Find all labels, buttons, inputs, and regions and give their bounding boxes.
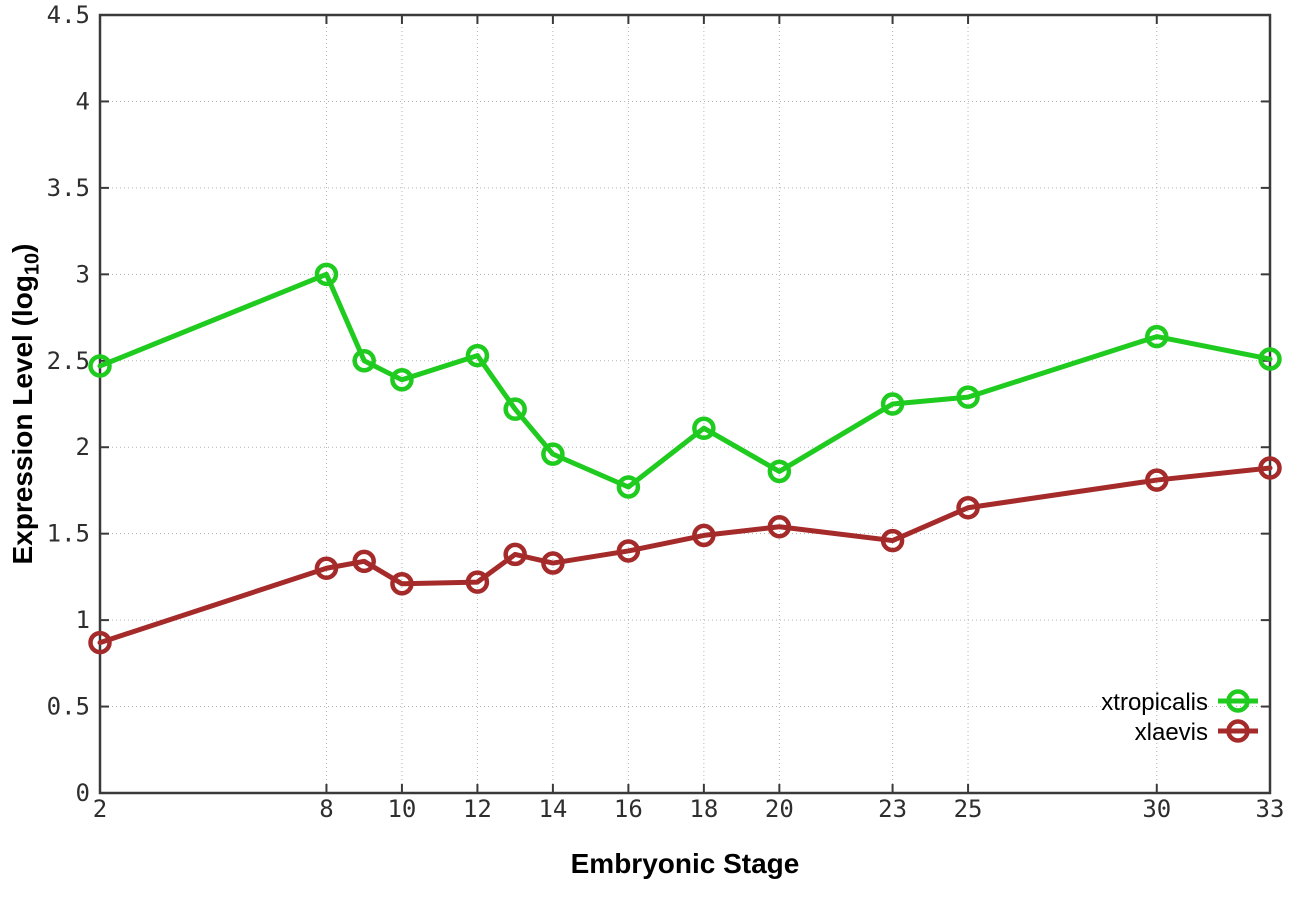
x-tick-label: 20: [765, 795, 794, 823]
y-axis-title-suffix: ): [7, 243, 38, 253]
tick-marks: [99, 14, 1271, 794]
grid: [100, 15, 1270, 793]
y-tick-label: 3: [76, 260, 90, 288]
x-tick-label: 25: [954, 795, 983, 823]
x-tick-label: 2: [93, 795, 107, 823]
data-point-marker: [352, 549, 376, 574]
x-tick-label: 18: [689, 795, 718, 823]
x-tick-label: 16: [614, 795, 643, 823]
data-point-marker: [541, 442, 565, 466]
y-tick-label: 1.5: [47, 520, 90, 548]
data-point-marker: [390, 572, 414, 596]
y-tick-label: 1: [76, 606, 90, 634]
tick-labels: 2 8 10 12 14 16 18 20 23 25 30 33 0 0.5 1 1.5 2 2.5 3 3.5 4 4…: [47, 1, 1285, 823]
y-tick-label: 4: [76, 87, 90, 115]
y-tick-label: 2.5: [47, 347, 90, 375]
data-point-marker: [352, 349, 376, 373]
y-tick-label: 2: [76, 433, 90, 461]
data-point-marker: [616, 475, 641, 499]
data-point-marker: [390, 368, 414, 392]
data-point-marker: [956, 385, 980, 409]
y-tick-label: 4.5: [47, 1, 90, 29]
data-point-marker: [503, 542, 527, 567]
legend-marker: [1226, 689, 1250, 713]
data-point-marker: [503, 397, 527, 421]
data-point-marker: [767, 459, 792, 484]
series-xtropicalis-line: [97, 271, 1273, 490]
series-xlaevis: [88, 456, 1282, 655]
y-tick-label: 0.5: [47, 693, 90, 721]
series-xlaevis-line: [97, 465, 1273, 646]
legend: xtropicalis xlaevis: [1101, 689, 1258, 746]
data-point-marker: [314, 556, 339, 580]
plot-border: [98, 13, 1272, 795]
data-point-marker: [465, 343, 490, 368]
x-tick-label: 14: [538, 795, 567, 823]
data-point-marker: [956, 495, 980, 520]
legend-marker: [1226, 719, 1250, 743]
legend-item-xtropicalis: xtropicalis: [1101, 689, 1258, 716]
data-point-marker: [88, 630, 112, 655]
data-point-marker: [88, 354, 112, 378]
y-tick-label: 3.5: [47, 174, 90, 202]
data-point-marker: [314, 262, 339, 287]
series-xtropicalis: [88, 262, 1282, 499]
legend-label: xlaevis: [1135, 719, 1208, 746]
data-point-marker: [767, 515, 792, 539]
data-point-marker: [1145, 468, 1169, 492]
data-point-marker: [541, 551, 565, 575]
data-point-marker: [1258, 347, 1282, 371]
x-axis-title: Embryonic Stage: [570, 848, 800, 879]
legend-item-xlaevis: xlaevis: [1135, 719, 1258, 746]
data-point-marker: [1258, 456, 1282, 480]
y-axis-title-text: Expression Level (log: [7, 275, 38, 565]
data-point-marker: [692, 416, 716, 440]
data-point-marker: [880, 392, 905, 416]
y-axis-title-subscript: 10: [21, 252, 44, 276]
y-axis-title: Expression Level (log10): [3, 134, 44, 674]
data-point-marker: [692, 523, 716, 548]
data-point-marker: [616, 539, 641, 563]
x-tick-label: 8: [319, 795, 333, 823]
x-tick-label: 10: [387, 795, 416, 823]
data-point-marker: [880, 528, 905, 553]
legend-label: xtropicalis: [1101, 689, 1208, 716]
y-tick-label: 0: [76, 779, 90, 807]
data-point-marker: [1145, 324, 1169, 349]
x-tick-label: 30: [1142, 795, 1171, 823]
x-tick-label: 23: [878, 795, 907, 823]
x-tick-label: 12: [463, 795, 492, 823]
x-tick-label: 33: [1256, 795, 1285, 823]
data-point-marker: [465, 570, 490, 594]
